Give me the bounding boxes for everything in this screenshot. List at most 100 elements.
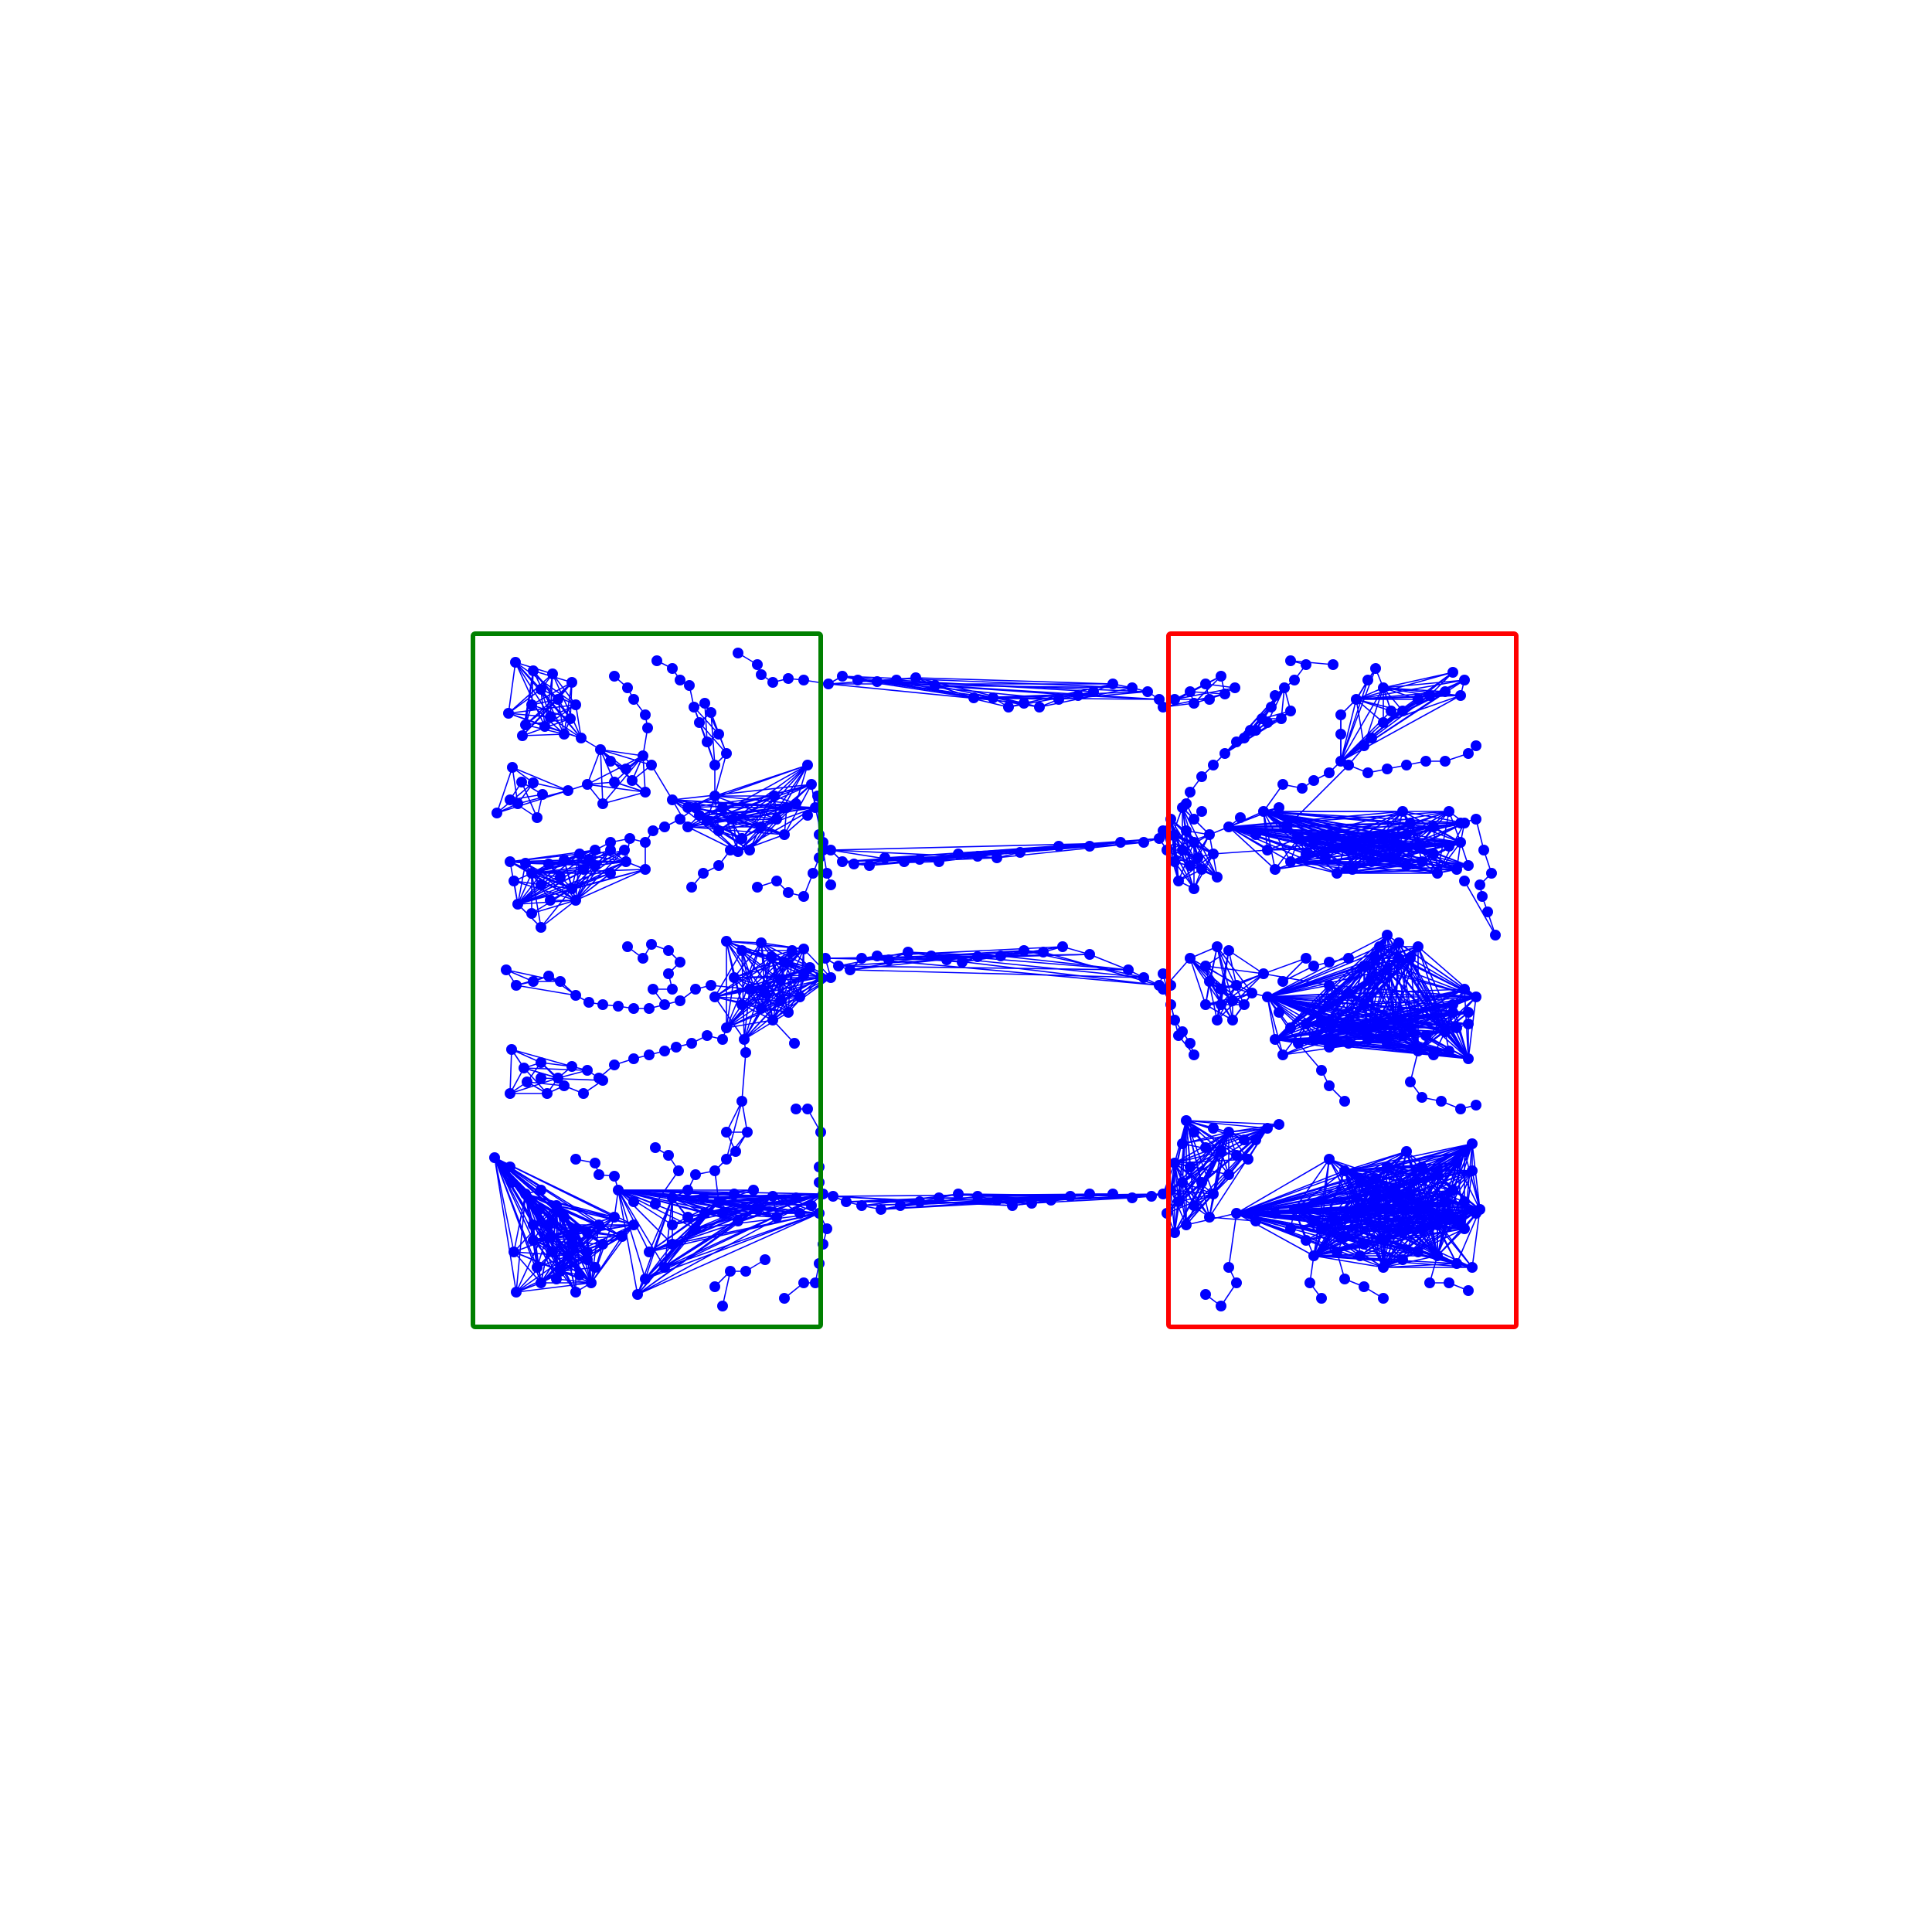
graph-node xyxy=(891,675,902,685)
graph-node xyxy=(1216,671,1226,682)
graph-edge xyxy=(532,1224,588,1260)
graph-node xyxy=(914,854,925,865)
graph-node xyxy=(1444,841,1454,852)
graph-edge xyxy=(1298,822,1411,839)
graph-edge xyxy=(509,1049,512,1094)
graph-edge xyxy=(1340,699,1357,762)
graph-edge xyxy=(1267,996,1284,1056)
graph-node xyxy=(1362,833,1373,844)
graph-node xyxy=(1026,1198,1037,1209)
graph-node xyxy=(1413,841,1423,852)
graph-edge xyxy=(617,1189,824,1195)
graph-node xyxy=(1401,1146,1412,1157)
graph-node xyxy=(702,815,713,826)
graph-edge xyxy=(1383,1228,1465,1268)
graph-node xyxy=(675,814,685,825)
graph-edge xyxy=(1023,683,1114,704)
graph-node xyxy=(779,829,790,840)
graph-node xyxy=(648,984,658,995)
graph-node xyxy=(1185,686,1196,697)
graph-node xyxy=(798,944,809,954)
graph-node xyxy=(810,802,821,813)
graph-node xyxy=(1436,1096,1447,1107)
graph-edge xyxy=(1390,822,1465,859)
graph-node xyxy=(1277,779,1288,790)
graph-node xyxy=(628,694,639,705)
graph-node xyxy=(1467,1262,1478,1273)
graph-edge xyxy=(803,948,832,978)
graph-node xyxy=(760,988,770,998)
graph-node xyxy=(698,1192,709,1203)
graph-node xyxy=(522,1077,532,1087)
graph-edge xyxy=(726,940,735,978)
graph-node xyxy=(559,855,570,866)
graph-edge xyxy=(714,950,793,998)
graph-node xyxy=(1359,740,1369,751)
graph-node xyxy=(520,858,531,869)
graph-node xyxy=(1397,1200,1408,1211)
graph-node xyxy=(1351,1192,1362,1203)
graph-node xyxy=(1208,849,1219,859)
graph-node xyxy=(1189,1200,1199,1211)
graph-edge xyxy=(1367,1035,1403,1040)
graph-edge xyxy=(1383,1255,1438,1268)
graph-edge xyxy=(1263,973,1330,986)
graph-node xyxy=(505,794,515,805)
graph-edge xyxy=(1228,826,1291,862)
graph-node xyxy=(1227,1015,1238,1026)
graph-node xyxy=(638,953,648,964)
graph-node xyxy=(1447,1185,1458,1196)
graph-edge xyxy=(1386,1143,1473,1168)
graph-node xyxy=(1374,1204,1385,1215)
graph-node xyxy=(1413,1247,1423,1257)
graph-node xyxy=(1370,953,1381,964)
graph-node xyxy=(1471,814,1481,825)
graph-node xyxy=(543,1219,554,1230)
graph-node xyxy=(1223,821,1234,832)
graph-edge xyxy=(687,826,785,835)
graph-edge xyxy=(614,781,646,793)
graph-node xyxy=(821,868,832,879)
graph-node xyxy=(1231,1150,1242,1161)
graph-edge xyxy=(1471,1143,1481,1210)
graph-edge xyxy=(1383,695,1461,723)
graph-node xyxy=(1200,999,1211,1010)
graph-edge xyxy=(1228,811,1450,828)
graph-node xyxy=(1339,1096,1350,1107)
graph-node xyxy=(789,1038,800,1049)
graph-node xyxy=(1250,829,1261,840)
graph-edge xyxy=(784,784,812,835)
graph-edge xyxy=(1228,1213,1237,1268)
graph-edge xyxy=(1000,955,1129,971)
graph-edge xyxy=(741,1052,747,1102)
graph-edge xyxy=(525,1193,557,1280)
graph-edge xyxy=(1205,965,1218,1021)
graph-edge xyxy=(714,996,745,1040)
graph-node xyxy=(736,999,747,1010)
graph-node xyxy=(547,1247,558,1257)
graph-edge xyxy=(1390,826,1434,859)
graph-node xyxy=(941,954,952,965)
graph-node xyxy=(791,798,801,809)
graph-node xyxy=(806,1200,817,1211)
graph-node xyxy=(1276,713,1287,724)
graph-node xyxy=(1189,814,1199,825)
graph-node xyxy=(690,802,701,813)
graph-node xyxy=(1142,686,1153,697)
graph-node xyxy=(1444,1208,1454,1219)
graph-edge xyxy=(1182,1182,1210,1218)
graph-edge xyxy=(517,872,532,905)
graph-node xyxy=(1401,860,1412,871)
graph-node xyxy=(798,891,809,902)
graph-node xyxy=(605,845,616,855)
graph-edge xyxy=(600,749,615,783)
graph-node xyxy=(1455,1104,1466,1114)
graph-node xyxy=(1386,852,1396,863)
graph-edge xyxy=(1437,1170,1473,1175)
graph-node xyxy=(1057,941,1068,952)
graph-node xyxy=(1459,1146,1470,1157)
graph-node xyxy=(1370,663,1381,674)
graph-edge xyxy=(1313,1170,1345,1257)
graph-node xyxy=(1370,1189,1381,1199)
graph-node xyxy=(1154,980,1165,991)
